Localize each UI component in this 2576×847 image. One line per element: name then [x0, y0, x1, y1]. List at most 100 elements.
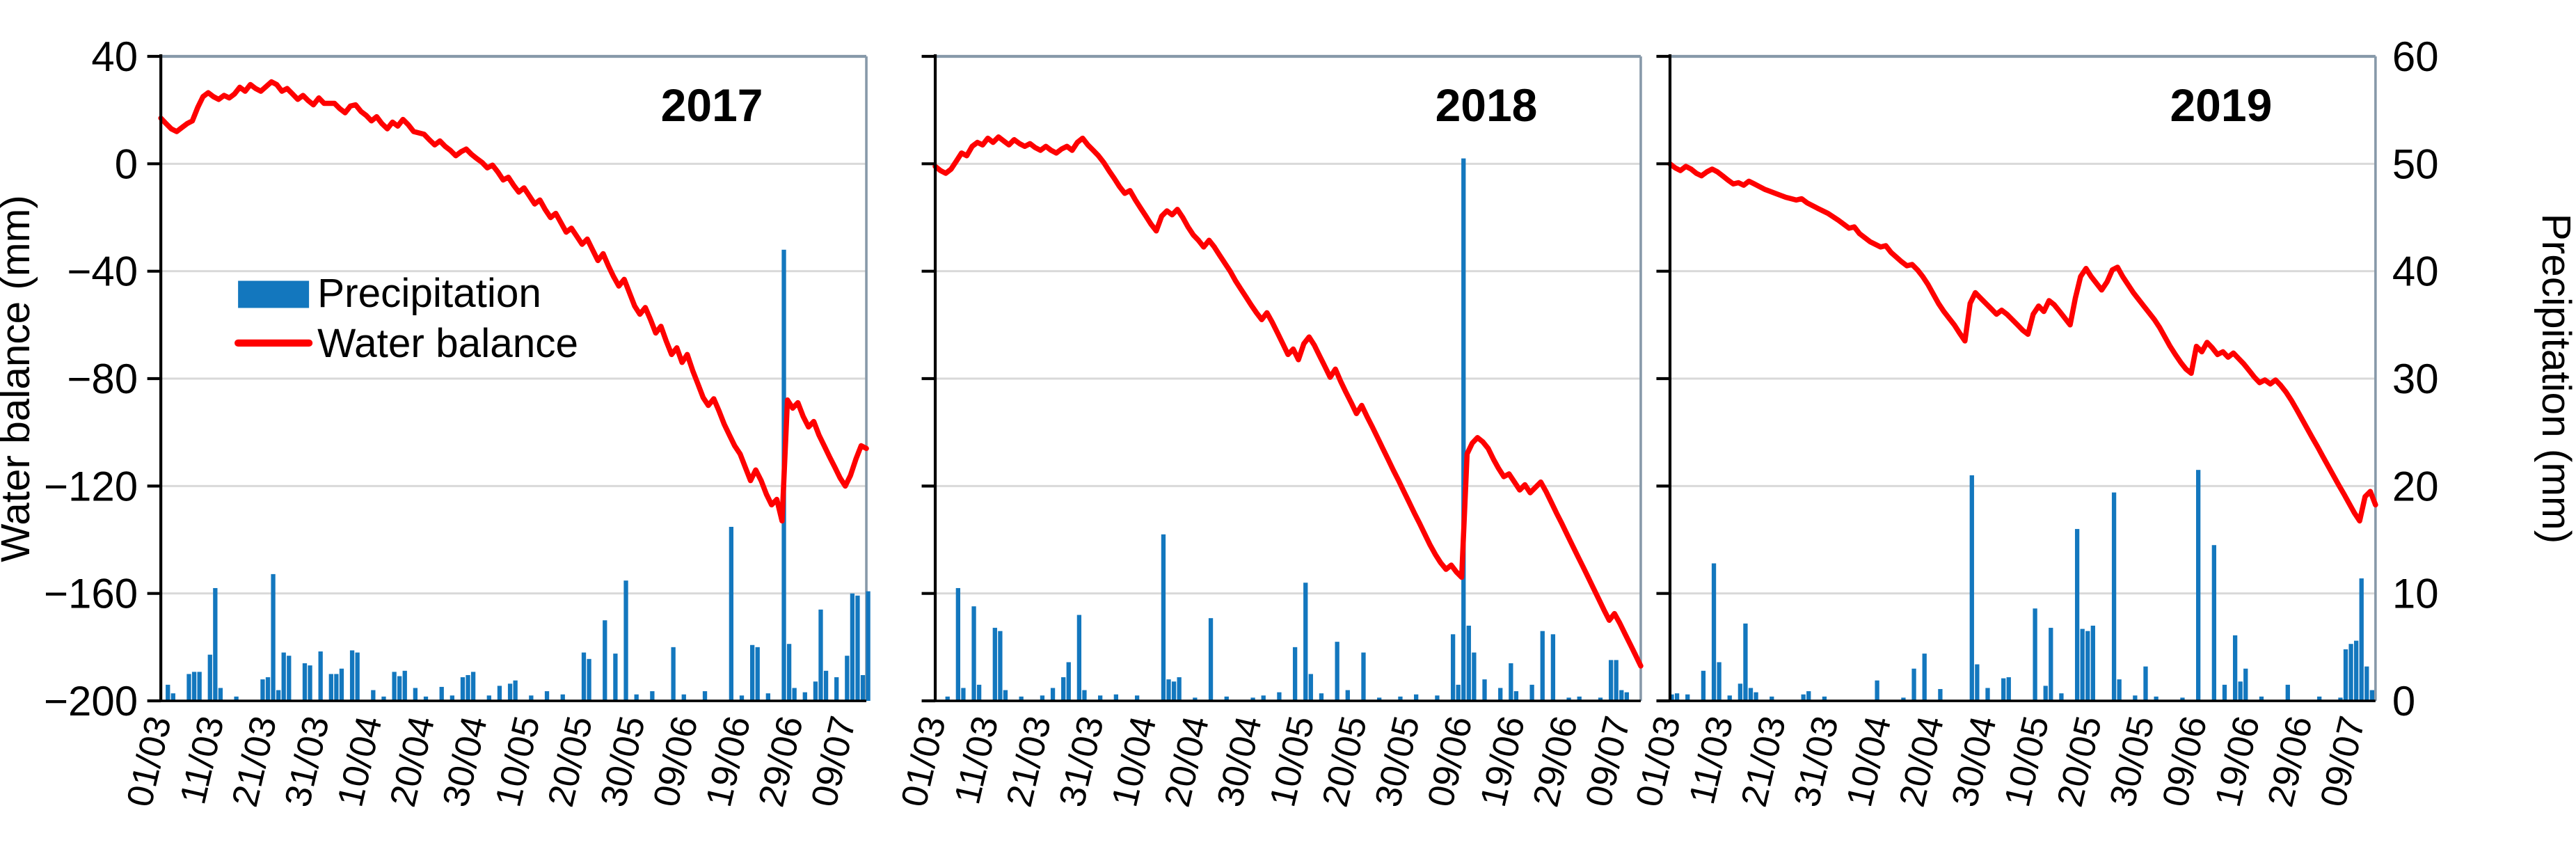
precipitation-bar — [2117, 679, 2122, 702]
precipitation-bar — [1224, 696, 1229, 702]
precipitation-bar — [1822, 696, 1827, 702]
precipitation-bar — [355, 652, 360, 702]
precipitation-bar — [2259, 696, 2264, 702]
precipitation-bar — [1754, 692, 1758, 702]
x-axis-tick-label: 10/04 — [1104, 712, 1164, 810]
precipitation-bars — [945, 158, 1629, 702]
x-axis-tick-label: 30/04 — [1944, 712, 2005, 810]
precipitation-bar — [260, 679, 265, 702]
x-axis-tick-label: 20/05 — [1314, 712, 1375, 810]
precipitation-bar — [1875, 680, 1879, 702]
precipitation-bar — [2111, 492, 2117, 702]
precipitation-bar — [2196, 470, 2201, 702]
precipitation-bar — [186, 674, 191, 702]
precipitation-bar — [765, 693, 770, 702]
precipitation-bar — [1498, 688, 1503, 702]
x-axis-tick-label: 11/03 — [172, 712, 232, 807]
right-axis-tick-label: 60 — [2392, 33, 2439, 80]
precipitation-bar — [1614, 660, 1619, 702]
left-axis-tick-label: −120 — [44, 463, 138, 509]
year-label: 2019 — [2170, 79, 2272, 131]
precipitation-bar — [1685, 694, 1690, 702]
water-balance-line — [1667, 161, 2378, 524]
precipitation-bar — [2043, 686, 2048, 702]
x-axis-tick-label: 29/06 — [2260, 712, 2321, 810]
x-axis-tick-label: 10/05 — [1996, 712, 2057, 810]
precipitation-bar — [207, 654, 212, 702]
precipitation-bar — [2359, 578, 2364, 702]
precipitation-bar — [507, 683, 513, 702]
precipitation-bar — [2238, 681, 2243, 702]
precipitation-bar — [818, 609, 823, 702]
precipitation-bar — [1435, 695, 1440, 702]
right-axis: 60 50 40 30 20 10 0 Precipitation (mm) — [2392, 33, 2576, 725]
precipitation-bar — [371, 690, 376, 702]
precipitation-bar — [170, 693, 175, 702]
precipitation-bar — [1975, 664, 1980, 702]
precipitation-bar — [1076, 615, 1082, 702]
precipitation-bar — [603, 620, 607, 702]
precipitation-bar — [2001, 678, 2006, 702]
precipitation-bar — [866, 591, 870, 702]
precipitation-bar — [2369, 690, 2375, 702]
x-axis-tick-label: 09/06 — [2154, 712, 2215, 810]
panel-2018: 01/0311/0321/0331/0310/0420/0430/0410/05… — [893, 54, 1644, 811]
precipitation-bar — [1985, 688, 1990, 702]
precipitation-bar — [1134, 695, 1140, 702]
x-axis-tick-label: 09/06 — [1420, 712, 1480, 810]
precipitation-bar — [2085, 631, 2090, 702]
precipitation-bar — [2033, 608, 2037, 702]
precipitation-bar — [786, 644, 792, 702]
right-axis-tick-label: 30 — [2392, 356, 2439, 402]
precipitation-bar — [402, 670, 407, 702]
precipitation-bar — [1361, 652, 1366, 702]
precipitation-bar — [749, 644, 755, 702]
precipitation-bar — [955, 587, 961, 702]
precipitation-bar — [1177, 677, 1182, 702]
precipitation-bar — [823, 670, 829, 702]
precipitation-bar — [650, 691, 655, 702]
precipitation-bar — [2343, 649, 2348, 702]
precipitation-bar — [265, 677, 271, 702]
precipitation-bar — [439, 686, 444, 702]
right-axis-tick-label: 50 — [2392, 141, 2439, 187]
precipitation-bar — [2348, 644, 2353, 702]
left-axis-title: Water balance (mm) — [0, 195, 38, 562]
precipitation-bar — [1717, 662, 1722, 702]
precipitation-bar — [1098, 695, 1103, 702]
precipitation-bar — [271, 573, 276, 702]
precipitation-bar — [2364, 666, 2369, 702]
x-axis-tick-label: 19/06 — [698, 712, 758, 810]
year-label: 2018 — [1436, 79, 1538, 131]
precipitation-bar — [2080, 628, 2085, 702]
x-axis-tick-label: 19/06 — [1472, 712, 1533, 810]
precipitation-bar — [1748, 688, 1754, 702]
precipitation-bar — [234, 696, 239, 702]
x-axis-tick-label: 30/05 — [1367, 712, 1428, 810]
precipitation-bar — [1456, 684, 1461, 702]
water-balance-line — [158, 79, 869, 524]
precipitation-bar — [755, 647, 760, 702]
precipitation-bar — [1413, 694, 1419, 702]
precipitation-bar — [2049, 628, 2053, 702]
x-axis-labels: 01/0311/0321/0331/0310/0420/0430/0410/05… — [1628, 712, 2374, 810]
precipitation-bar — [1040, 695, 1045, 702]
precipitation-bar — [497, 686, 502, 702]
precipitation-bar — [976, 684, 982, 702]
precipitation-bar — [845, 656, 850, 702]
precipitation-bar — [1509, 663, 1513, 702]
precipitation-bar — [971, 606, 976, 702]
precipitation-bar — [1529, 684, 1534, 702]
x-axis-tick-label: 10/04 — [1838, 712, 1899, 810]
precipitation-bar — [1061, 677, 1066, 702]
precipitation-bar — [2090, 625, 2095, 702]
precipitation-bar — [529, 695, 534, 702]
precipitation-bar — [860, 674, 866, 702]
x-axis-tick-label: 10/05 — [487, 712, 548, 810]
precipitation-bar — [2222, 684, 2227, 702]
precipitation-bar — [392, 672, 397, 702]
precipitation-bar — [413, 688, 418, 702]
precipitation-bar — [1727, 695, 1732, 702]
